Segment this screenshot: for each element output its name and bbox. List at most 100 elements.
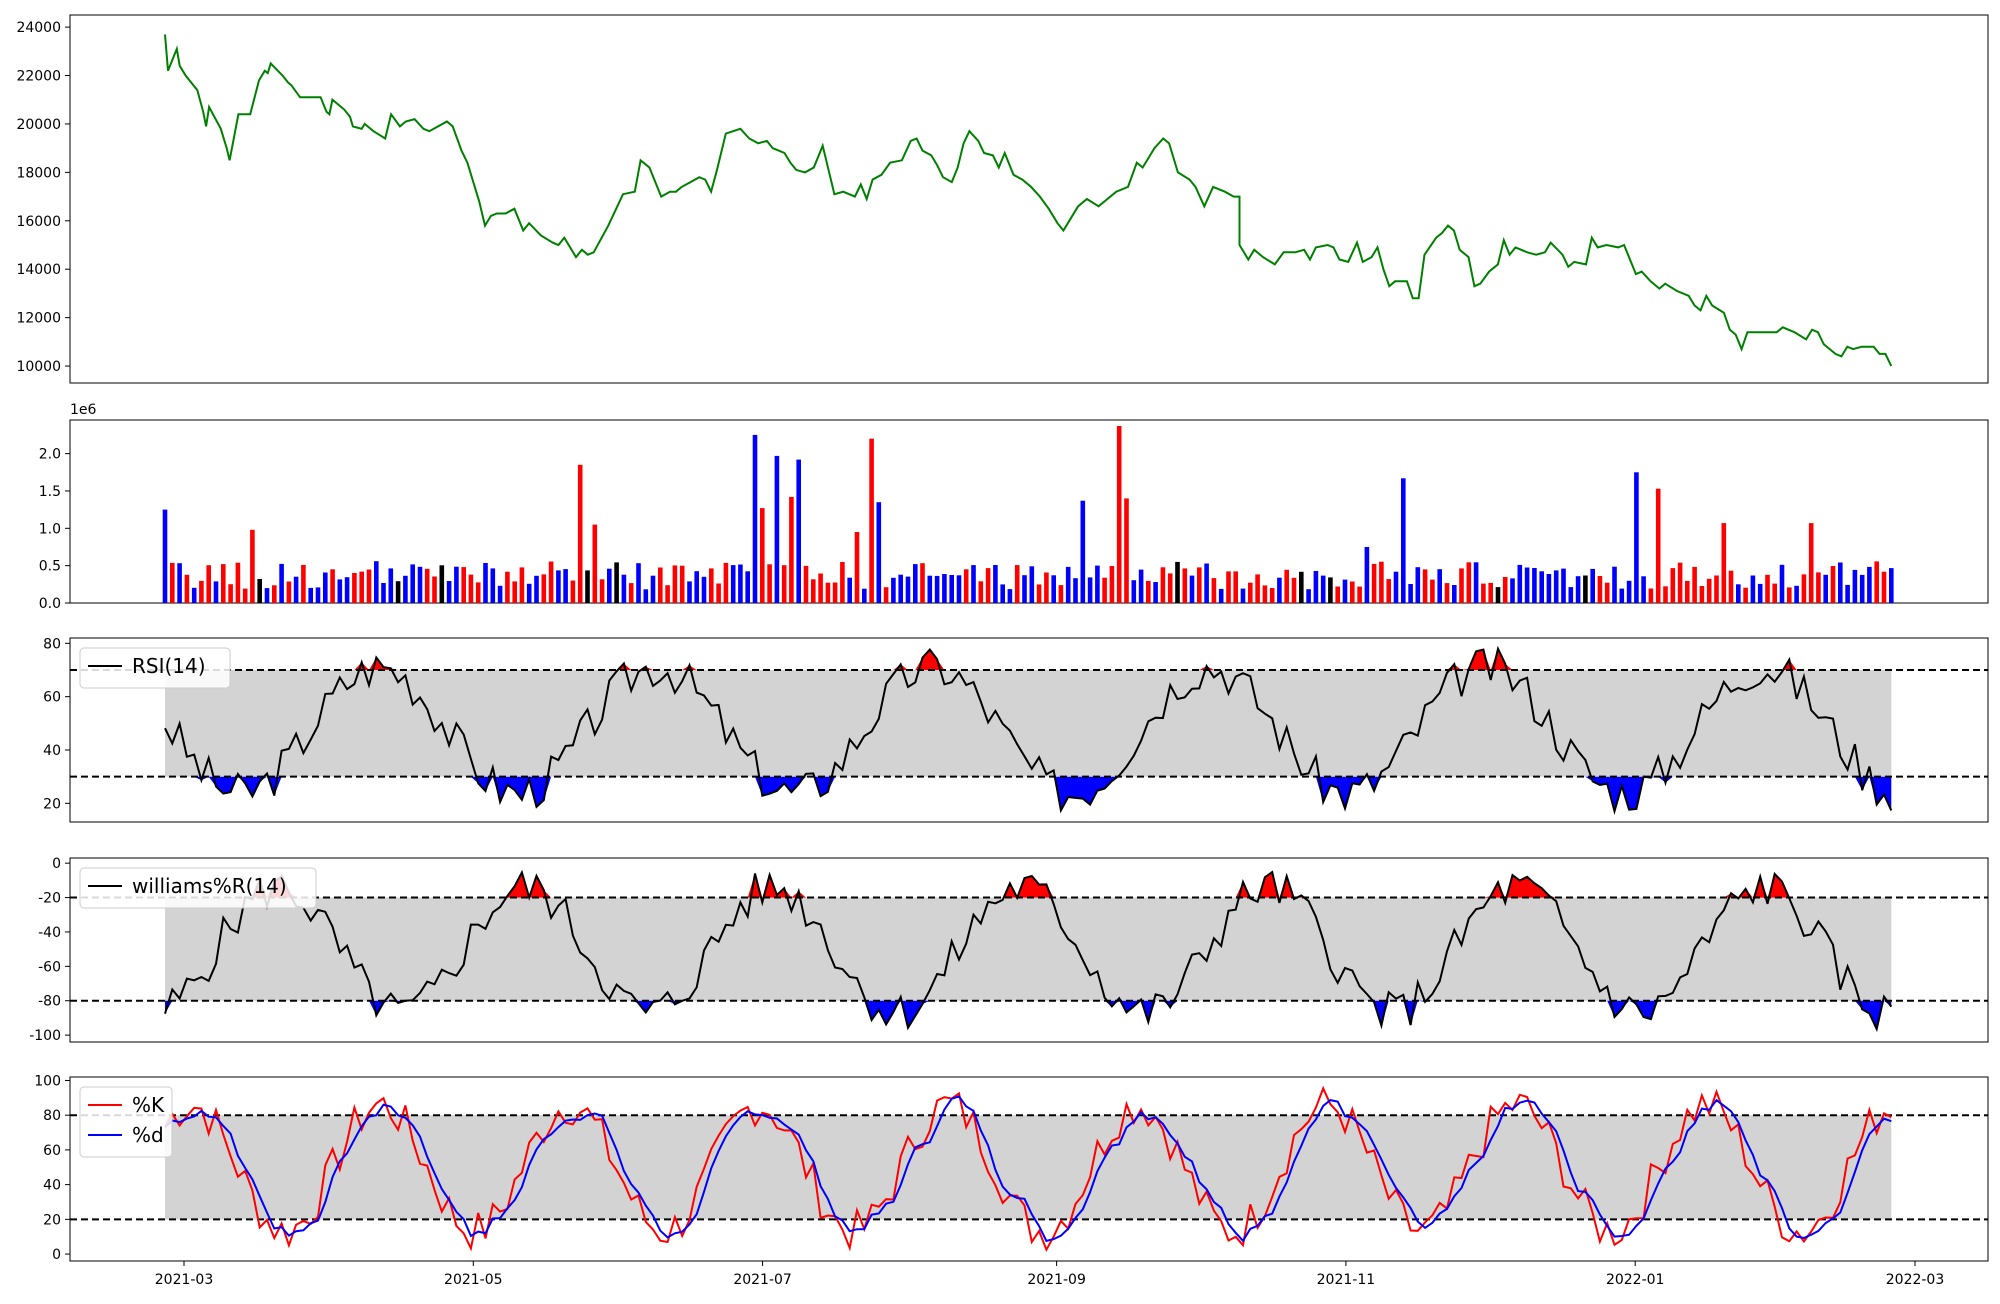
volume-bar bbox=[330, 569, 335, 603]
williams-line bbox=[164, 869, 1893, 1033]
volume-bar bbox=[1211, 578, 1217, 603]
volume-bar bbox=[1437, 569, 1442, 603]
volume-bar bbox=[191, 587, 197, 603]
volume-bar bbox=[1204, 563, 1209, 603]
volume-bar bbox=[811, 579, 816, 603]
volume-bar bbox=[1262, 585, 1268, 603]
volume-bar bbox=[1852, 569, 1858, 603]
volume-bar bbox=[1430, 579, 1435, 603]
volume-bar bbox=[1728, 570, 1734, 603]
volume-bar bbox=[1532, 568, 1537, 603]
volume-bar bbox=[607, 568, 612, 603]
volume-bar bbox=[1765, 574, 1770, 603]
volume-bar bbox=[898, 574, 903, 603]
williams-legend-label: williams%R(14) bbox=[132, 874, 287, 898]
volume-bar bbox=[1823, 574, 1828, 603]
volume-bar bbox=[352, 573, 357, 603]
stochastic-y-tick-label: 60 bbox=[43, 1143, 61, 1159]
volume-bar bbox=[1299, 571, 1304, 603]
stochastic-panel bbox=[69, 1076, 1989, 1262]
volume-bar bbox=[199, 580, 204, 603]
volume-bar bbox=[1328, 577, 1333, 603]
rsi-legend bbox=[79, 647, 231, 689]
volume-bar bbox=[1502, 577, 1508, 603]
volume-bar bbox=[170, 562, 175, 603]
volume-bar bbox=[1379, 561, 1384, 603]
volume-bar bbox=[235, 562, 241, 603]
volume-bar bbox=[1233, 571, 1238, 603]
volume-bar bbox=[701, 576, 707, 603]
volume-bar bbox=[1189, 575, 1195, 603]
rsi-y-tick-label: 40 bbox=[43, 743, 61, 759]
volume-bar bbox=[461, 567, 466, 603]
volume-bar bbox=[738, 564, 743, 603]
volume-bar bbox=[883, 587, 889, 603]
volume-bar bbox=[1685, 580, 1690, 603]
volume-bar bbox=[301, 564, 306, 603]
volume-bar bbox=[1575, 576, 1581, 603]
volume-bar bbox=[1816, 572, 1821, 603]
volume-bar bbox=[1014, 565, 1020, 603]
volume-bar bbox=[1269, 588, 1275, 603]
volume-bar bbox=[1699, 586, 1705, 603]
rsi-legend-label: RSI(14) bbox=[132, 654, 206, 678]
volume-bar bbox=[1167, 573, 1173, 603]
volume-bar bbox=[1655, 488, 1661, 603]
volume-bar bbox=[1393, 571, 1399, 603]
volume-bar bbox=[1277, 577, 1282, 603]
volume-bar bbox=[905, 576, 911, 603]
volume-bar bbox=[825, 582, 831, 603]
volume-bar bbox=[920, 563, 925, 603]
volume-bar bbox=[1422, 569, 1428, 603]
rsi-y-tick-label: 80 bbox=[43, 636, 61, 652]
stochastic-legend-label: %d bbox=[132, 1123, 164, 1147]
volume-bar bbox=[679, 565, 685, 603]
x-tick-label: 2021-09 bbox=[1027, 1272, 1086, 1288]
volume-bar bbox=[1794, 585, 1799, 603]
volume-bar bbox=[1240, 588, 1246, 603]
volume-bar bbox=[796, 459, 801, 603]
volume-bar bbox=[985, 568, 991, 603]
volume-bar bbox=[1408, 584, 1413, 603]
x-tick-label: 2021-03 bbox=[155, 1272, 214, 1288]
stochastic-line bbox=[164, 1095, 1892, 1243]
volume-bar bbox=[257, 579, 262, 603]
volume-bar bbox=[1721, 523, 1727, 603]
volume-bar bbox=[628, 583, 634, 603]
volume-y-tick-label: 0.5 bbox=[39, 559, 61, 575]
volume-bar bbox=[1787, 587, 1792, 603]
williams-y-tick-label: -100 bbox=[29, 1028, 61, 1044]
volume-bar bbox=[242, 588, 248, 603]
volume-bar bbox=[1116, 426, 1122, 603]
volume-bar bbox=[665, 585, 670, 603]
volume-bar bbox=[497, 585, 503, 603]
stochastic-band bbox=[165, 1115, 1892, 1220]
volume-bar bbox=[323, 572, 328, 603]
volume-y-tick-label: 2.0 bbox=[39, 447, 61, 463]
volume-bar bbox=[1058, 585, 1064, 603]
volume-bar bbox=[840, 562, 845, 603]
volume-bar bbox=[526, 583, 532, 603]
williams-y-tick-label: -40 bbox=[38, 925, 61, 941]
price-y-tick-label: 10000 bbox=[16, 359, 61, 375]
volume-bar bbox=[1881, 571, 1887, 603]
volume-bar bbox=[789, 496, 794, 603]
x-tick-label: 2022-01 bbox=[1606, 1272, 1665, 1288]
volume-bar bbox=[1779, 564, 1785, 603]
volume-bar bbox=[1648, 588, 1654, 603]
volume-y-tick-label: 1.5 bbox=[39, 484, 61, 500]
volume-bar bbox=[1182, 568, 1188, 603]
volume-bar bbox=[672, 565, 678, 603]
volume-bar bbox=[483, 563, 488, 603]
volume-bar bbox=[184, 574, 190, 603]
volume-bar bbox=[614, 562, 619, 603]
volume-bar bbox=[286, 581, 292, 603]
volume-bar bbox=[366, 569, 372, 603]
volume-bar bbox=[1313, 571, 1319, 603]
volume-bar bbox=[818, 573, 823, 603]
volume-bar bbox=[563, 569, 568, 603]
volume-bar bbox=[767, 564, 772, 603]
williams-panel bbox=[69, 857, 1989, 1043]
volume-bar bbox=[1838, 562, 1843, 603]
volume-bar bbox=[1131, 580, 1137, 603]
